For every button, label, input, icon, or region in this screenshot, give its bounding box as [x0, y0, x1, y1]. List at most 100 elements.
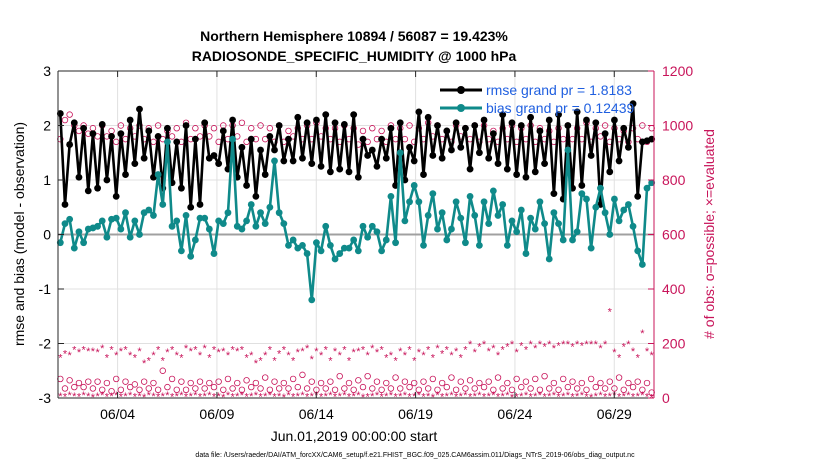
bias-point — [122, 209, 129, 217]
obs-evaluated-marker: * — [496, 350, 501, 362]
obs-possible-low-marker — [252, 379, 260, 387]
legend-bias-marker — [457, 104, 465, 112]
obs-evaluated-low-marker: * — [473, 391, 478, 403]
rmse-point — [424, 113, 432, 121]
obs-evaluated-low-marker: * — [119, 391, 124, 403]
obs-evaluated-low-marker: * — [226, 390, 231, 402]
obs-evaluated-low-marker: * — [622, 391, 627, 403]
grid-layer — [58, 70, 654, 399]
obs-evaluated-low-marker: * — [598, 390, 603, 402]
obs-evaluated-low-marker: * — [379, 391, 384, 403]
y-tick-label-left: -3 — [39, 390, 52, 406]
obs-evaluated-low-marker: * — [449, 390, 454, 402]
obs-possible-low-marker — [564, 383, 572, 391]
obs-possible-low-marker — [611, 385, 618, 392]
rmse-point — [257, 146, 264, 154]
obs-evaluated-low-marker: * — [528, 391, 533, 403]
obs-evaluated-marker: * — [272, 355, 277, 367]
obs-evaluated-marker: * — [291, 355, 296, 367]
rmse-point — [340, 121, 348, 128]
obs-possible-low-marker — [327, 378, 334, 385]
bias-point — [541, 220, 548, 228]
obs-evaluated-low-marker: * — [421, 391, 426, 403]
obs-possible-low-marker — [615, 374, 623, 381]
obs-evaluated-marker: * — [249, 350, 254, 362]
obs-possible-low-marker — [99, 386, 106, 394]
obs-evaluated-marker: * — [459, 353, 464, 365]
obs-possible-low-marker — [150, 379, 157, 387]
bias-point — [359, 222, 367, 230]
obs-possible-low-marker — [513, 375, 520, 383]
obs-possible-low-marker — [136, 386, 143, 394]
obs-evaluated-low-marker: * — [258, 391, 263, 403]
y-tick-label-left: 0 — [43, 227, 51, 243]
bias-point — [480, 198, 488, 206]
obs-evaluated-marker: * — [240, 344, 245, 356]
obs-evaluated-marker: * — [561, 339, 566, 351]
bias-point — [219, 220, 227, 228]
rmse-point — [252, 192, 260, 200]
obs-evaluated-marker: * — [114, 350, 119, 362]
obs-possible-low-marker — [341, 385, 348, 392]
rmse-point — [317, 162, 325, 170]
obs-evaluated-low-marker: * — [128, 390, 133, 402]
obs-evaluated-marker: * — [463, 344, 468, 356]
bias-point — [434, 225, 441, 233]
obs-possible-low-marker — [294, 383, 301, 391]
obs-possible-marker — [238, 119, 246, 126]
obs-evaluated-marker: * — [189, 346, 194, 358]
obs-possible-low-marker — [210, 383, 218, 391]
obs-count-layer: * * * * * * * * * *** * * * * *** * * *** * * ** * * **** * * * * * *… — [57, 111, 655, 404]
bias-point — [159, 201, 167, 208]
obs-evaluated-marker: * — [319, 350, 324, 362]
bias-point — [583, 195, 590, 203]
obs-evaluated-low-marker: * — [636, 391, 641, 403]
obs-possible-low-marker — [215, 378, 222, 385]
obs-possible-low-marker — [452, 386, 460, 394]
bias-point — [126, 233, 134, 241]
obs-possible-low-marker — [178, 378, 185, 385]
bias-point — [424, 212, 432, 219]
obs-evaluated-low-marker: * — [165, 390, 170, 402]
rmse-point — [545, 116, 553, 124]
obs-possible-low-marker — [490, 386, 497, 394]
obs-possible-low-marker — [462, 385, 469, 392]
rmse-point — [499, 111, 507, 118]
obs-possible-low-marker — [485, 378, 492, 385]
obs-possible-marker — [639, 122, 646, 129]
obs-evaluated-low-marker: * — [584, 391, 589, 403]
rmse-point — [606, 168, 614, 176]
y-tick-label-right: 0 — [662, 390, 670, 406]
rmse-point — [331, 119, 339, 127]
rmse-point — [601, 130, 609, 138]
bias-point — [196, 214, 204, 222]
obs-evaluated-marker: * — [212, 344, 217, 356]
x-tick-label: 06/24 — [497, 406, 532, 422]
obs-possible-low-marker — [536, 386, 544, 394]
obs-possible-low-marker — [471, 385, 478, 392]
obs-evaluated-low-marker: * — [189, 391, 194, 403]
obs-possible-low-marker — [634, 378, 641, 385]
rmse-point — [215, 160, 223, 168]
rmse-point — [513, 171, 521, 178]
rmse-point — [285, 135, 292, 143]
bias-point — [94, 222, 101, 230]
obs-possible-marker — [154, 122, 162, 129]
obs-evaluated-low-marker: * — [426, 391, 431, 403]
obs-evaluated-low-marker: * — [640, 390, 645, 402]
obs-possible-low-marker — [601, 385, 609, 392]
obs-evaluated-low-marker: * — [95, 391, 100, 403]
obs-possible-low-marker — [532, 375, 539, 383]
obs-possible-low-marker — [308, 378, 315, 385]
rmse-point — [480, 116, 488, 124]
rmse-point — [275, 122, 283, 129]
obs-evaluated-low-marker: * — [440, 391, 445, 403]
rmse-point — [620, 124, 628, 132]
obs-evaluated-marker: * — [552, 343, 557, 355]
obs-possible-low-marker — [420, 378, 427, 385]
obs-possible-low-marker — [234, 379, 241, 387]
rmse-point — [573, 108, 581, 116]
obs-evaluated-marker: * — [370, 343, 375, 355]
obs-evaluated-marker: * — [473, 347, 478, 359]
bias-point — [387, 192, 395, 200]
